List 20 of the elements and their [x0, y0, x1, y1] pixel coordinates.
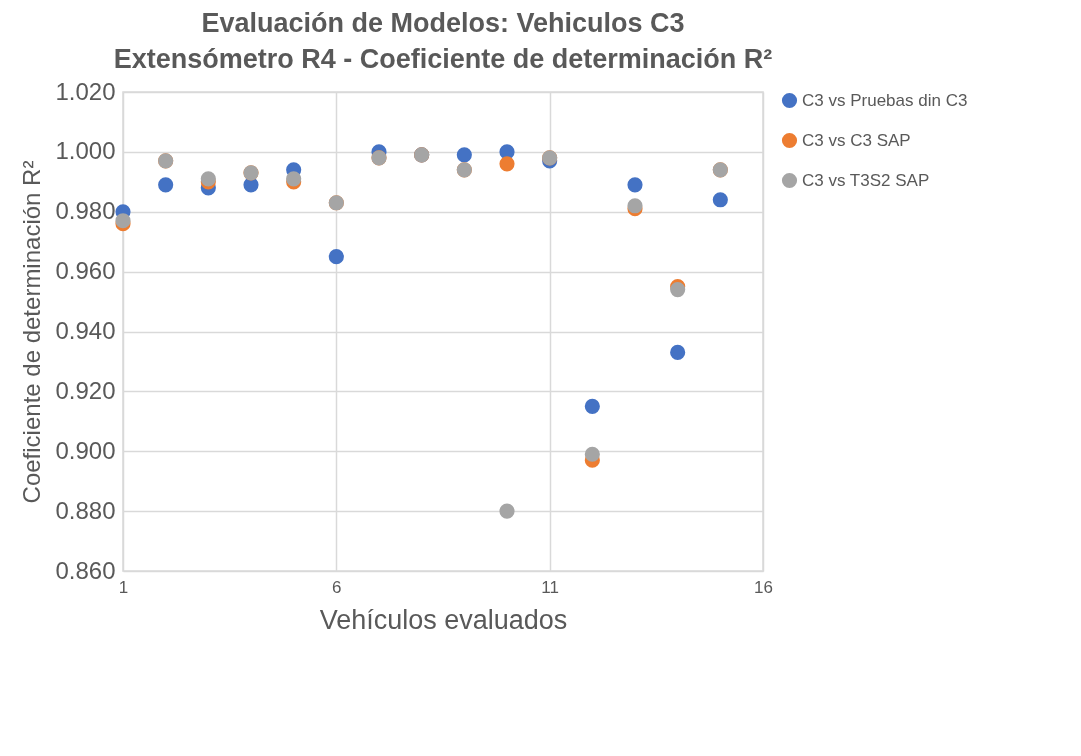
y-tick-label: 0.940: [55, 317, 116, 344]
x-tick-label: 1: [118, 577, 129, 597]
y-tick-label: 0.960: [55, 257, 116, 285]
y-tick-label: 0.900: [55, 436, 116, 464]
legend-label: C3 vs Pruebas din C3: [802, 90, 968, 110]
chart-title: Evaluación de Modelos: Vehiculos C3: [201, 8, 685, 38]
legend-label: C3 vs C3 SAP: [802, 130, 911, 150]
legend-label: C3 vs T3S2 SAP: [802, 170, 930, 190]
y-tick-label: 0.920: [55, 376, 116, 404]
chart-subtitle: Extensómetro R4 - Coeficiente de determinación R²: [113, 44, 773, 74]
x-tick-label: 11: [541, 577, 559, 597]
x-axis-title: Vehículos evaluados: [319, 604, 568, 635]
y-tick-label: 1.020: [55, 77, 116, 105]
x-tick-label: 16: [754, 577, 773, 597]
y-axis-title: Coeficiente de determinación R²: [18, 160, 46, 504]
y-tick-label: 1.000: [55, 137, 116, 165]
y-tick-label: 0.980: [55, 197, 116, 225]
y-tick-label: 0.860: [55, 556, 116, 584]
y-tick-label: 0.880: [55, 496, 116, 524]
x-tick-label: 6: [332, 577, 342, 597]
